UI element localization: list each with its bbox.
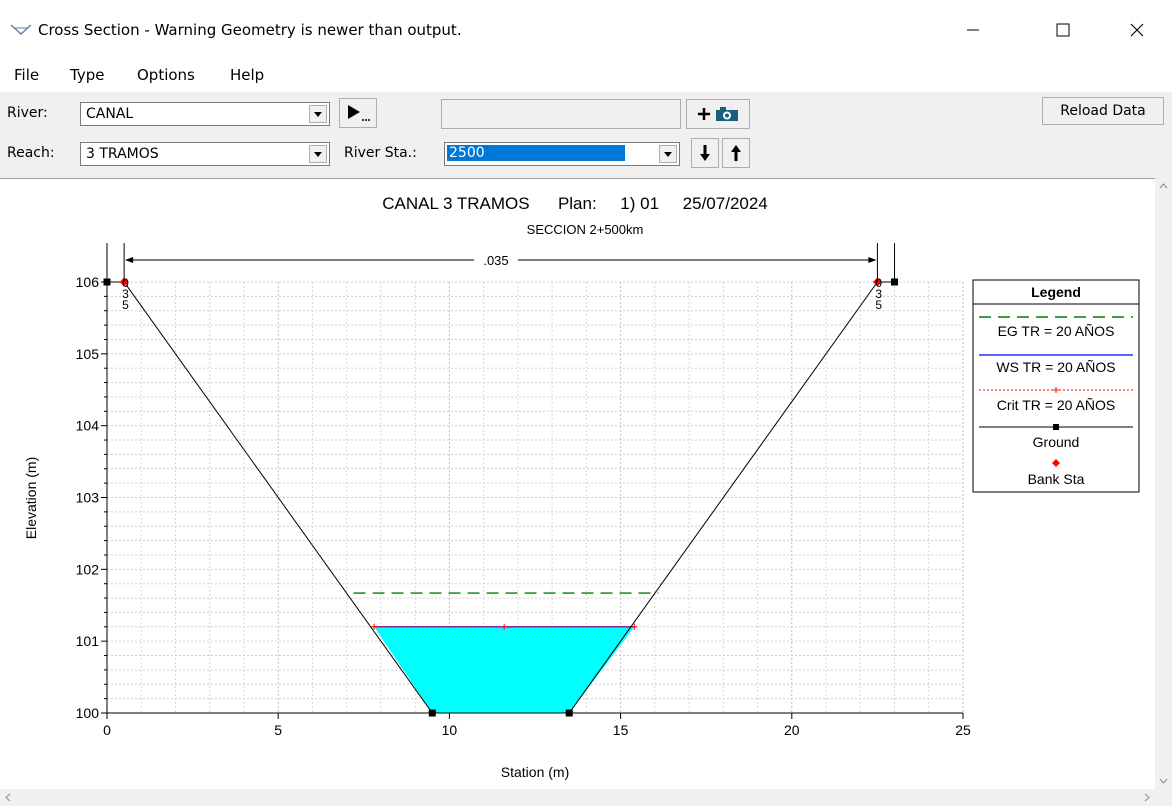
y-tick-label: 104: [76, 418, 100, 434]
river-value: CANAL: [86, 106, 134, 122]
reach-dropdown-button[interactable]: [309, 145, 327, 163]
river-label: River:: [7, 105, 48, 121]
chart-subtitle: SECCION 2+500km: [527, 222, 644, 237]
y-tick-label: 105: [76, 346, 100, 362]
reach-label: Reach:: [7, 145, 55, 161]
chevron-down-icon: [314, 111, 322, 117]
horizontal-scrollbar[interactable]: [0, 789, 1155, 806]
y-tick-label: 102: [76, 561, 100, 577]
legend-entry-label: Bank Sta: [1028, 471, 1085, 487]
legend: Legend EG TR = 20 AÑOS WS TR = 20 AÑOS Crit…: [972, 279, 1140, 493]
y-tick-label: 101: [76, 633, 100, 649]
legend-entry-label: Ground: [1033, 434, 1080, 450]
menu-help[interactable]: Help: [230, 66, 265, 84]
title-bar: Cross Section - Warning Geometry is newe…: [0, 0, 1172, 60]
legend-entry-label: EG TR = 20 AÑOS: [998, 323, 1115, 339]
bank-marker-label: 5: [122, 298, 129, 312]
y-tick-label: 100: [76, 705, 100, 721]
critical-depth-point: [371, 623, 378, 630]
river-sta-label: River Sta.:: [344, 145, 417, 161]
bank-marker-label: 5: [875, 298, 882, 312]
cross-section-chart: CANAL 3 TRAMOS Plan: 1) 01 25/07/2024 SE…: [23, 194, 1140, 780]
manning-arrow-left: [125, 257, 134, 263]
x-axis-label: Station (m): [501, 764, 569, 780]
legend-title: Legend: [1031, 284, 1081, 300]
play-button[interactable]: [339, 98, 377, 128]
y-tick-label: 106: [76, 274, 100, 290]
x-tick-label: 0: [103, 722, 111, 738]
x-tick-label: 20: [784, 722, 800, 738]
x-tick-label: 15: [613, 722, 629, 738]
chevron-down-icon: [314, 151, 322, 157]
water-fill: [374, 626, 635, 713]
bank-marker-label: 3: [122, 287, 129, 301]
manning-n-label: .035: [483, 253, 508, 268]
river-sta-select[interactable]: 2500: [444, 142, 680, 166]
scroll-down-icon: [1159, 778, 1168, 784]
up-arrow-icon: [731, 145, 741, 161]
river-sta-value: 2500: [447, 145, 625, 161]
scroll-left-icon: [5, 793, 11, 802]
reach-select[interactable]: 3 TRAMOS: [80, 142, 330, 166]
y-axis-label: Elevation (m): [23, 457, 39, 539]
window-title: Cross Section - Warning Geometry is newe…: [38, 21, 462, 39]
x-tick-label: 5: [274, 722, 282, 738]
reach-value: 3 TRAMOS: [86, 146, 159, 162]
manning-arrow-right: [868, 257, 877, 263]
maximize-button[interactable]: [1040, 12, 1086, 48]
next-station-button[interactable]: [691, 138, 719, 168]
y-tick-label: 103: [76, 490, 100, 506]
river-sta-dropdown-button[interactable]: [659, 145, 677, 163]
critical-depth-point: [631, 623, 638, 630]
minimize-icon: [967, 29, 979, 31]
legend-entry-label: WS TR = 20 AÑOS: [996, 359, 1115, 375]
profile-box[interactable]: [441, 99, 681, 129]
scroll-up-icon: [1159, 183, 1168, 189]
plot-area: CANAL 3 TRAMOS Plan: 1) 01 25/07/2024 SE…: [0, 178, 1172, 806]
river-select[interactable]: CANAL: [80, 102, 330, 126]
toolbar: River: CANAL Reload Data Reach: 3 TRAMOS…: [0, 92, 1172, 178]
maximize-icon: [1056, 23, 1070, 37]
legend-swatch-crit-marker: [1053, 387, 1059, 393]
down-arrow-icon: [700, 145, 710, 161]
x-tick-label: 10: [442, 722, 458, 738]
minimize-button[interactable]: [950, 12, 996, 48]
legend-swatch-bank: [1052, 459, 1060, 467]
add-photo-button[interactable]: [686, 99, 750, 129]
bank-marker-label: 0: [122, 276, 129, 290]
scroll-right-icon: [1144, 793, 1150, 802]
camera-icon: [716, 107, 738, 121]
close-button[interactable]: [1114, 12, 1160, 48]
river-dropdown-button[interactable]: [309, 105, 327, 123]
app-icon: [10, 24, 32, 35]
close-icon: [1130, 23, 1144, 37]
previous-station-button[interactable]: [722, 138, 750, 168]
x-tick-label: 25: [955, 722, 971, 738]
reload-data-button[interactable]: Reload Data: [1042, 97, 1164, 125]
chevron-down-icon: [664, 151, 672, 157]
play-icon: [348, 105, 370, 121]
menu-options[interactable]: Options: [137, 66, 195, 84]
bank-marker-label: 3: [875, 287, 882, 301]
vertical-scrollbar[interactable]: [1155, 178, 1172, 806]
add-icon: [698, 108, 710, 120]
menu-bar: File Type Options Help: [0, 60, 1172, 92]
menu-type[interactable]: Type: [70, 66, 105, 84]
bank-marker-label: 0: [875, 276, 882, 290]
legend-entry-label: Crit TR = 20 AÑOS: [997, 397, 1115, 413]
critical-depth-point: [501, 623, 508, 630]
legend-box: [972, 279, 1140, 493]
menu-file[interactable]: File: [14, 66, 40, 84]
legend-swatch-ground-marker: [1053, 424, 1059, 430]
chart-title: CANAL 3 TRAMOS Plan: 1) 01 25/07/2024: [382, 194, 768, 213]
axis-layer: 0 5 10 15 20 25 100 101 102 103 104 105 106: [76, 274, 971, 738]
